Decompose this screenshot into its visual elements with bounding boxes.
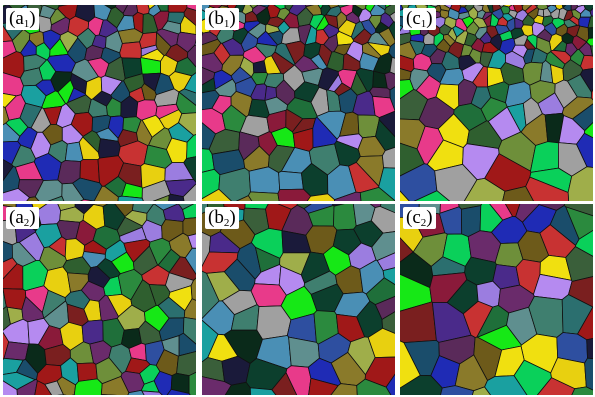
grain	[178, 332, 196, 357]
grain	[141, 390, 163, 395]
grain	[166, 388, 191, 395]
grain	[378, 167, 395, 201]
panel-label: (b1)	[205, 8, 239, 30]
grain	[359, 186, 395, 201]
grain	[127, 389, 145, 395]
grain	[221, 355, 251, 386]
grain	[26, 196, 40, 201]
grain	[356, 378, 392, 395]
panel-a1: (a1)	[3, 5, 196, 201]
panel-a2: (a2)	[3, 204, 196, 395]
grain	[250, 283, 287, 308]
panel-label: (a2)	[6, 207, 39, 229]
grain	[3, 380, 18, 395]
grain	[378, 110, 395, 138]
grain	[202, 270, 220, 320]
grain	[182, 217, 196, 237]
grain-map	[3, 5, 196, 201]
panel-label: (c1)	[403, 8, 436, 30]
grain	[202, 188, 232, 201]
grain-map	[202, 5, 395, 201]
grain	[379, 204, 395, 214]
grain	[400, 190, 410, 201]
grain	[182, 183, 196, 201]
grain	[385, 373, 395, 395]
grain	[248, 166, 281, 194]
panel-c2: (c2)	[400, 204, 593, 395]
grain	[525, 176, 569, 201]
grain	[117, 195, 144, 201]
grain	[247, 191, 280, 201]
panel-c1: (c1)	[400, 5, 593, 201]
grain	[167, 5, 188, 13]
grain	[576, 132, 593, 168]
panel-b2: (b2)	[202, 204, 395, 395]
grain	[184, 247, 196, 275]
grain	[587, 27, 593, 39]
grain	[186, 134, 196, 159]
panel-b1: (b1)	[202, 5, 395, 201]
grain	[3, 341, 30, 361]
grain-map	[202, 204, 395, 395]
panel-label: (a1)	[6, 8, 39, 30]
grain	[271, 371, 298, 395]
grain	[333, 204, 357, 231]
grain	[186, 5, 196, 11]
grain	[413, 190, 451, 201]
grain	[586, 337, 593, 360]
grain	[190, 277, 196, 301]
grain	[37, 15, 52, 33]
grain	[100, 394, 118, 395]
grain	[183, 7, 196, 27]
grain	[334, 191, 362, 201]
grain	[381, 146, 395, 169]
grain	[484, 375, 528, 395]
grain	[119, 41, 142, 59]
grain	[81, 319, 104, 345]
grain	[571, 386, 593, 395]
grain	[277, 188, 312, 201]
grain	[117, 28, 144, 44]
panel-label: (c2)	[403, 207, 436, 229]
grain-map	[400, 5, 593, 201]
grain-map	[3, 204, 196, 395]
grain	[463, 177, 506, 201]
grain	[188, 371, 196, 395]
grain	[574, 229, 593, 257]
grain	[440, 385, 475, 395]
grain	[79, 198, 95, 201]
grain	[93, 185, 119, 201]
grain	[97, 138, 121, 159]
grain	[34, 380, 53, 395]
grain-map	[400, 204, 593, 395]
grain	[367, 327, 395, 359]
grain	[584, 357, 593, 391]
grain	[47, 195, 65, 201]
grain	[183, 298, 196, 320]
grain	[278, 170, 304, 191]
grain	[182, 316, 196, 345]
panel-label: (b2)	[205, 207, 239, 229]
grain	[76, 362, 98, 382]
grain	[589, 7, 593, 17]
grain	[73, 378, 103, 395]
